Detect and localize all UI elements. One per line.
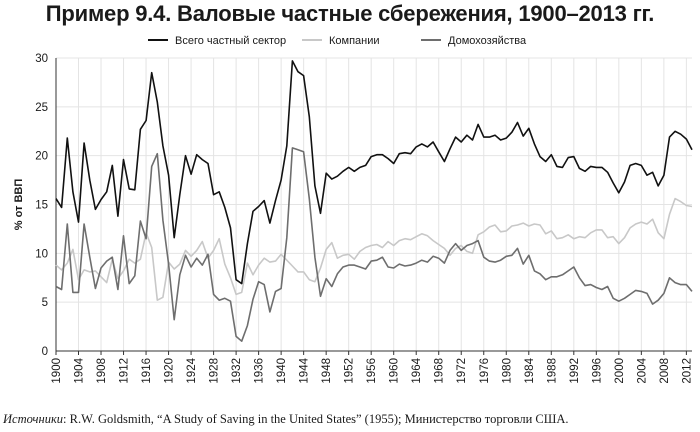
x-tick-label: 1944 (299, 357, 311, 383)
x-tick-label: 1992 (569, 358, 581, 384)
series-line-3 (55, 147, 693, 342)
x-tick-label: 1952 (344, 358, 356, 384)
x-tick-label: 1972 (456, 358, 468, 384)
chart-series (55, 60, 693, 342)
chart-title: Пример 9.4. Валовые частные сбережения, … (45, 1, 655, 26)
y-tick-label: 25 (35, 102, 48, 114)
x-tick-label: 1928 (209, 358, 221, 384)
chart-axes (55, 58, 692, 355)
x-tick-label: 1940 (276, 358, 288, 384)
y-axis-label: % от ВВП (13, 179, 25, 231)
x-tick-label: 1912 (119, 358, 131, 384)
y-tick-label: 30 (35, 53, 48, 65)
chart-grid (56, 57, 692, 351)
x-tick-label: 1976 (479, 358, 491, 384)
x-tick-label: 1984 (524, 357, 536, 383)
source-label: Источники (3, 412, 64, 426)
x-tick-label: 1916 (141, 358, 153, 384)
source-text: : R.W. Goldsmith, “A Study of Saving in … (63, 412, 569, 426)
x-tick-label: 1900 (51, 358, 63, 384)
x-tick-label: 1936 (254, 358, 266, 384)
x-tick-label: 2004 (636, 357, 648, 383)
x-tick-label: 1964 (411, 357, 423, 383)
x-tick-label: 1956 (366, 358, 378, 384)
x-tick-label: 1960 (389, 358, 401, 384)
x-tick-label: 1968 (434, 358, 446, 384)
y-tick-label: 0 (42, 346, 48, 358)
y-tick-label: 5 (42, 297, 48, 309)
x-tick-label: 1932 (231, 358, 243, 384)
chart-ticks: 0 5 10 15 20 25 30 1900 1904 1908 1912 1916 1920 1924… (13, 53, 693, 384)
x-tick-label: 1908 (96, 358, 108, 384)
chart-legend: Всего частный сектор Компании Домохозяйств… (148, 35, 527, 47)
series-line-1 (55, 60, 693, 285)
y-tick-label: 15 (35, 200, 48, 212)
x-tick-label: 2000 (614, 358, 626, 384)
x-tick-label: 1904 (74, 357, 86, 383)
x-tick-label: 1948 (321, 358, 333, 384)
x-tick-label: 1924 (186, 357, 198, 383)
x-tick-label: 1996 (591, 358, 603, 384)
legend-label: Всего частный сектор (175, 35, 286, 47)
source-note: Источники: R.W. Goldsmith, “A Study of S… (3, 412, 697, 427)
x-tick-label: 1980 (501, 358, 513, 384)
legend-label: Домохозяйства (448, 35, 527, 47)
series-line-2 (55, 197, 693, 301)
x-tick-label: 1920 (164, 358, 176, 384)
y-tick-label: 20 (35, 151, 48, 163)
legend-label: Компании (329, 35, 380, 47)
y-tick-label: 10 (35, 248, 48, 260)
x-tick-label: 2012 (681, 358, 693, 384)
x-tick-label: 1988 (546, 358, 558, 384)
x-tick-label: 2008 (659, 358, 671, 384)
